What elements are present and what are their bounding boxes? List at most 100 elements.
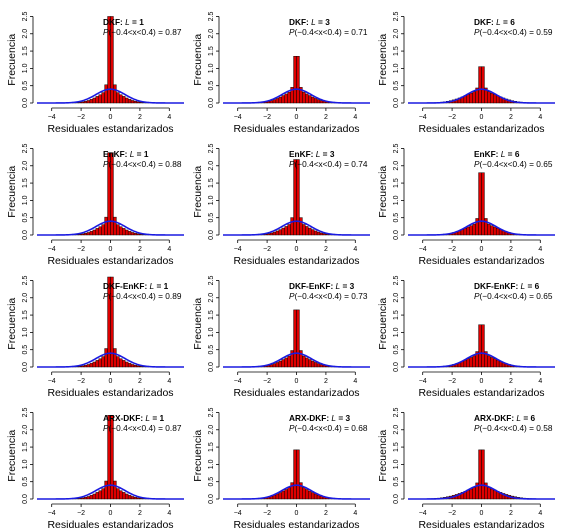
- x-tick-label: 2: [324, 246, 328, 253]
- x-axis-title: Residuales estandarizados: [47, 123, 173, 135]
- histogram-panel: 0.0 0.5 1.0 1.5 2.0 2.5 −4 −2 0 2 4 Residuales esta…: [6, 143, 184, 267]
- x-axis-title: Residuales estandarizados: [418, 123, 544, 135]
- x-tick-label: −4: [234, 510, 242, 517]
- y-axis-title: Frecuencia: [192, 430, 204, 482]
- histogram-bar: [308, 95, 312, 104]
- histogram-bar: [110, 415, 114, 500]
- method-annotation: DKF: L = 1: [103, 17, 144, 27]
- y-tick-label: 0.0: [393, 98, 400, 108]
- histogram-bar: [293, 159, 297, 236]
- histogram-bar: [98, 490, 102, 500]
- probability-annotation: P(−0.4<x<0.4) = 0.58: [474, 423, 553, 433]
- lag-value: = 1: [154, 281, 168, 291]
- y-tick-label: 0.0: [393, 230, 400, 240]
- x-tick-label: 2: [324, 114, 328, 121]
- y-tick-label: 2.5: [208, 143, 215, 153]
- x-tick-label: −2: [448, 246, 456, 253]
- histogram-bar: [478, 449, 482, 500]
- histogram-bar: [136, 233, 141, 236]
- histogram-bar: [302, 487, 306, 500]
- prob-symbol: P: [103, 159, 109, 169]
- histogram-bar: [305, 93, 309, 104]
- x-tick-label: 4: [538, 246, 542, 253]
- method-annotation: DKF-EnKF: L = 6: [474, 281, 540, 291]
- x-tick-label: −4: [419, 510, 427, 517]
- x-tick-label: −4: [419, 246, 427, 253]
- y-tick-label: 0.5: [208, 477, 215, 487]
- histogram-bar: [266, 233, 271, 236]
- lag-symbol: L: [150, 281, 155, 291]
- method-name: EnKF:: [289, 149, 316, 159]
- histogram-bar: [316, 363, 321, 368]
- x-axis-title: Residuales estandarizados: [47, 519, 173, 530]
- y-tick-label: 1.0: [393, 63, 400, 73]
- method-name: DKF-EnKF:: [103, 281, 150, 291]
- histogram-bar: [104, 348, 108, 368]
- histogram-bar: [83, 233, 88, 236]
- histogram-bar: [287, 487, 291, 500]
- histogram-panel: 0.0 0.5 1.0 1.5 2.0 2.5 −4 −2 0 2 4 Residuales esta…: [377, 143, 555, 267]
- prob-value: (−0.4<x<0.4) = 0.58: [480, 423, 553, 433]
- histogram-bar: [83, 101, 88, 104]
- normal-curve: [408, 220, 555, 236]
- histogram-bar: [92, 493, 97, 500]
- normal-curve: [223, 220, 370, 236]
- lag-value: = 3: [336, 413, 350, 423]
- y-tick-label: 2.5: [208, 11, 215, 21]
- probability-annotation: P(−0.4<x<0.4) = 0.88: [103, 159, 182, 169]
- x-axis-title: Residuales estandarizados: [233, 387, 359, 399]
- x-tick-label: 0: [109, 246, 113, 253]
- probability-annotation: P(−0.4<x<0.4) = 0.65: [474, 291, 553, 301]
- histogram-bar: [302, 355, 306, 368]
- method-name: DKF-EnKF:: [474, 281, 521, 291]
- method-annotation: ARX-DKF: L = 6: [474, 413, 535, 423]
- histogram-bar: [130, 232, 135, 236]
- x-tick-label: −4: [48, 378, 56, 385]
- x-tick-label: −2: [263, 246, 271, 253]
- method-name: ARX-DKF:: [103, 413, 145, 423]
- x-tick-label: 0: [109, 510, 113, 517]
- histogram-panel: 0.0 0.5 1.0 1.5 2.0 2.5 −4 −2 0 2 4 Residuales esta…: [377, 11, 555, 135]
- histogram-bar: [272, 231, 277, 236]
- method-annotation: ARX-DKF: L = 3: [289, 413, 350, 423]
- x-tick-label: 0: [295, 114, 299, 121]
- y-axis-title: Frecuencia: [6, 34, 18, 86]
- lag-value: = 1: [134, 149, 148, 159]
- histogram-bar: [481, 172, 485, 236]
- method-annotation: DKF: L = 3: [289, 17, 330, 27]
- lag-value: = 3: [340, 281, 354, 291]
- histogram-bar: [119, 358, 123, 368]
- histogram-bar: [310, 492, 315, 500]
- y-tick-label: 0.5: [393, 81, 400, 91]
- y-tick-label: 1.0: [393, 195, 400, 205]
- x-tick-label: 4: [353, 510, 357, 517]
- histogram-bar: [281, 359, 285, 368]
- y-tick-label: 2.0: [393, 29, 400, 39]
- x-axis-title: Residuales estandarizados: [233, 123, 359, 135]
- histogram-panel: 0.0 0.5 1.0 1.5 2.0 2.5 −4 −2 0 2 4 Residuales esta…: [377, 275, 555, 399]
- histogram-bar: [80, 497, 85, 500]
- method-annotation: EnKF: L = 6: [474, 149, 520, 159]
- lag-symbol: L: [311, 17, 316, 27]
- x-tick-label: −2: [77, 246, 85, 253]
- y-axis-title: Frecuencia: [6, 430, 18, 482]
- histogram-bar: [86, 100, 91, 104]
- method-name: EnKF:: [474, 149, 501, 159]
- probability-annotation: P(−0.4<x<0.4) = 0.65: [474, 159, 553, 169]
- histogram-bar: [83, 365, 88, 368]
- histogram-bar: [86, 496, 91, 500]
- histogram-bar: [133, 233, 138, 236]
- histogram-bar: [130, 364, 135, 368]
- histogram-bar: [130, 496, 135, 500]
- x-tick-label: −2: [77, 114, 85, 121]
- x-tick-label: 2: [324, 510, 328, 517]
- histogram-bar: [104, 84, 108, 104]
- method-name: DKF:: [289, 17, 311, 27]
- x-tick-label: −2: [77, 378, 85, 385]
- y-tick-label: 2.5: [22, 11, 29, 21]
- histogram-bar: [308, 227, 312, 236]
- histogram-bar: [305, 226, 309, 236]
- y-axis-title: Frecuencia: [377, 298, 389, 350]
- histogram-bar: [275, 98, 280, 104]
- y-tick-label: 1.5: [208, 46, 215, 56]
